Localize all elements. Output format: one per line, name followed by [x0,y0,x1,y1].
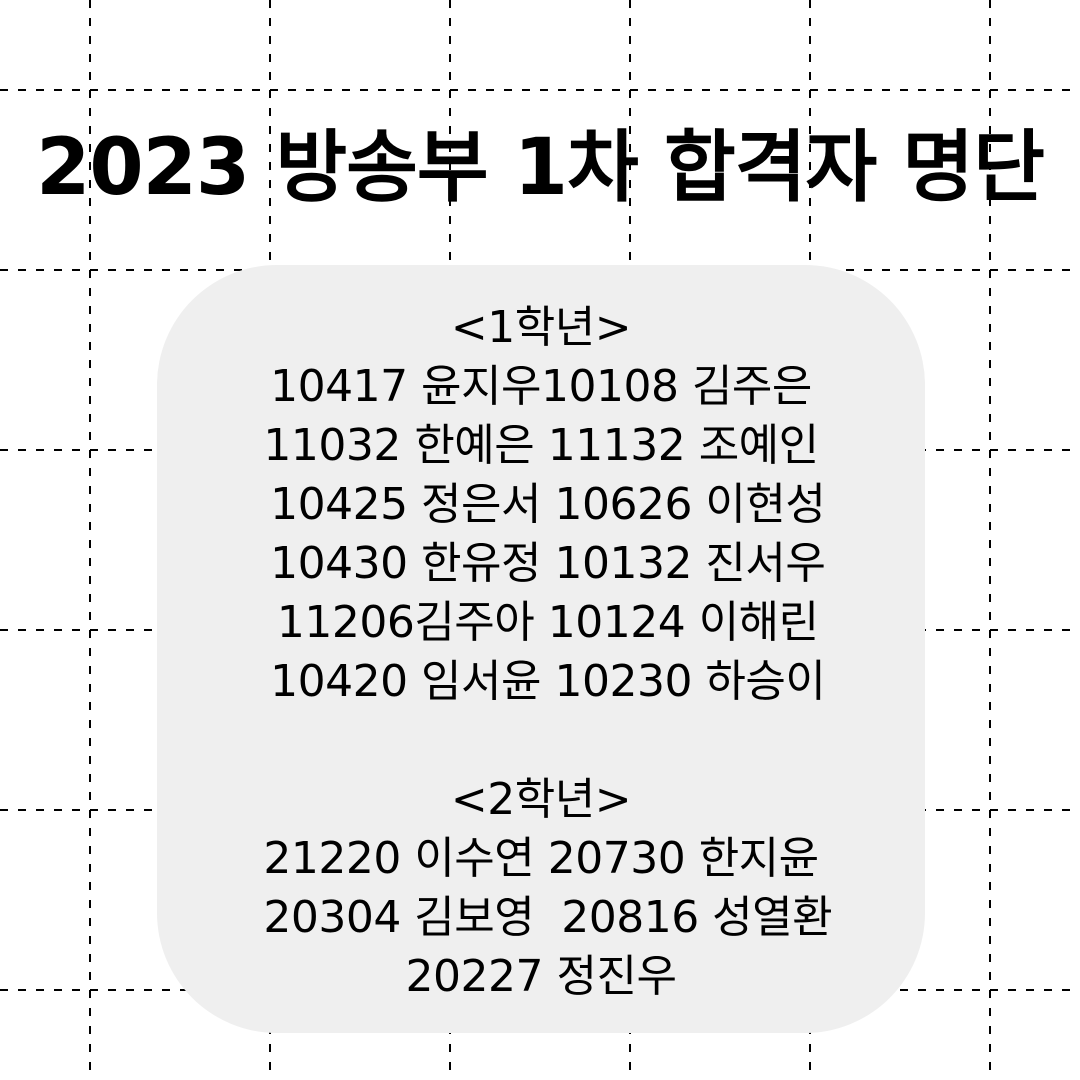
list-item: 20304 김보영 20816 성열환 [249,892,833,943]
list-item: 11032 한예은 11132 조예인 [263,420,819,471]
list-item: 10425 정은서 10626 이현성 [256,479,826,530]
list-card [157,265,925,1033]
list-item: 11206김주아 10124 이해린 [263,597,819,648]
grade2-heading: <2학년> [450,774,632,825]
list-item: 21220 이수연 20730 한지윤 [263,833,819,884]
page-title: 2023 방송부 1차 합격자 명단 [36,123,1045,213]
grade1-heading: <1학년> [450,302,632,353]
list-item: 10417 윤지우10108 김주은 [270,361,812,412]
list-item: 20227 정진우 [405,951,677,1002]
list-item: 10420 임서윤 10230 하승이 [256,656,826,707]
list-item: 10430 한유정 10132 진서우 [256,538,826,589]
section-gap [157,711,925,770]
member-list: <1학년> 10417 윤지우10108 김주은 11032 한예은 11132… [157,298,925,1006]
